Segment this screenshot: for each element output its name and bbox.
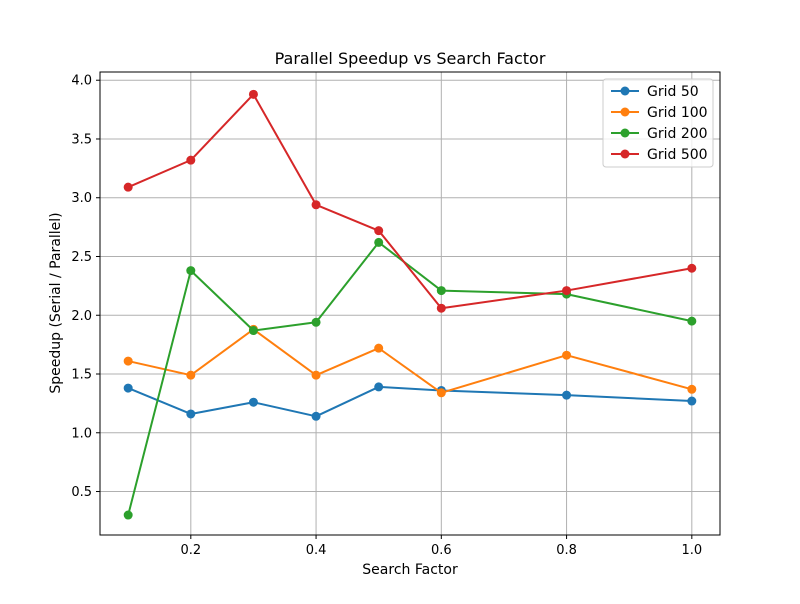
data-point [123, 510, 133, 520]
data-point [311, 370, 321, 380]
legend-marker [620, 149, 630, 159]
y-tick-label: 0.5 [71, 485, 92, 500]
data-point [374, 237, 384, 247]
series-grid-100 [123, 324, 697, 398]
x-axis-label: Search Factor [362, 562, 458, 578]
series-grid-500 [123, 89, 697, 313]
data-point [436, 388, 446, 398]
data-point [687, 396, 697, 406]
series-grid-50 [123, 382, 697, 421]
legend-marker [620, 86, 630, 96]
x-tick-label: 1.0 [681, 543, 702, 558]
y-tick-label: 1.5 [71, 368, 92, 383]
data-point [436, 286, 446, 296]
legend-item: Grid 200 [611, 126, 708, 142]
data-point [311, 411, 321, 421]
series-line [127, 93, 692, 310]
legend-label: Grid 100 [647, 105, 708, 121]
legend-item: Grid 100 [611, 105, 708, 121]
data-point [248, 89, 258, 99]
data-point [123, 383, 133, 393]
data-point [248, 326, 258, 336]
data-point [374, 382, 384, 392]
data-point [186, 266, 196, 276]
legend-marker [620, 128, 630, 138]
x-tick-label: 0.6 [431, 543, 452, 558]
series-line [127, 385, 692, 418]
x-tick-label: 0.8 [556, 543, 577, 558]
data-point [186, 155, 196, 165]
data-point [186, 370, 196, 380]
series-line [127, 328, 693, 394]
legend-label: Grid 500 [647, 147, 708, 163]
y-axis-label: Speedup (Serial / Parallel) [48, 212, 64, 393]
data-point [687, 263, 697, 273]
legend-item: Grid 50 [611, 84, 699, 100]
data-point [374, 343, 384, 353]
data-point [311, 317, 321, 327]
x-tick-label: 0.4 [306, 543, 327, 558]
data-point [562, 350, 572, 360]
grid [100, 72, 720, 535]
data-point [436, 303, 446, 313]
y-tick-label: 2.5 [71, 250, 92, 265]
y-tick-label: 2.0 [71, 309, 92, 324]
data-point [123, 182, 133, 192]
legend-box [602, 78, 714, 168]
x-tick-label: 0.2 [180, 543, 201, 558]
plot-frame [99, 71, 721, 536]
data-point [123, 356, 133, 366]
data-point [562, 286, 572, 296]
legend: Grid 50 Grid 100 Grid 200 Grid 500 [602, 78, 714, 168]
legend-marker [620, 107, 630, 117]
series-group [123, 89, 697, 520]
y-tick-label: 4.0 [71, 74, 92, 89]
y-tick-label: 3.0 [71, 191, 92, 206]
y-tick-label: 1.0 [71, 426, 92, 441]
legend-label: Grid 50 [647, 84, 699, 100]
legend-item: Grid 500 [611, 147, 708, 163]
data-point [687, 384, 697, 394]
y-tick-label: 3.5 [71, 132, 92, 147]
data-point [562, 390, 572, 400]
legend-label: Grid 200 [647, 126, 708, 142]
axis-ticks: 0.2 0.4 0.6 0.8 1.0 0.5 1.0 1.5 2.0 2.5 3.0 3.5 4.0 [71, 74, 702, 558]
chart-title: Parallel Speedup vs Search Factor [275, 49, 546, 68]
data-point [248, 397, 258, 407]
data-point [311, 200, 321, 210]
data-point [687, 316, 697, 326]
data-point [186, 409, 196, 419]
data-point [374, 226, 384, 236]
